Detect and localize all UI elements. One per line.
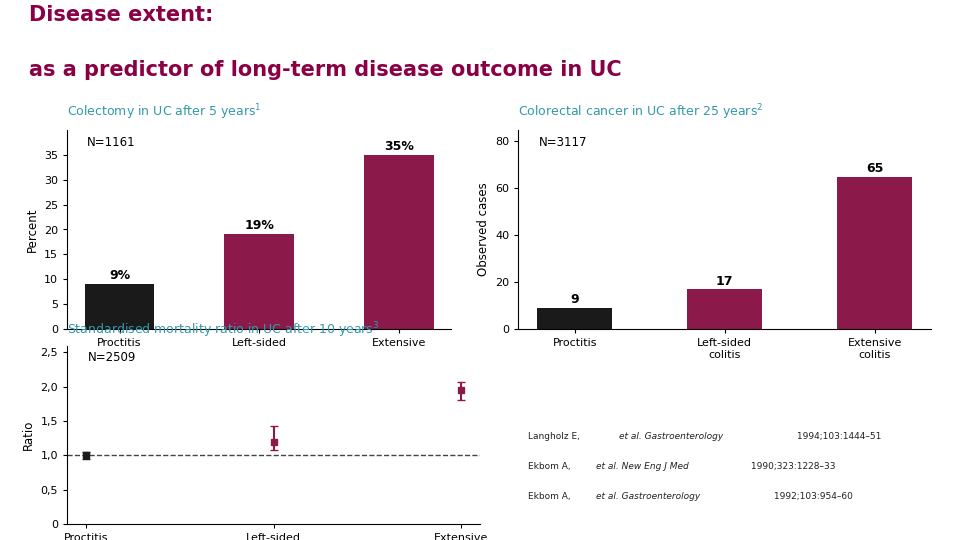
Bar bbox=[84, 285, 155, 329]
Text: 17: 17 bbox=[716, 274, 733, 288]
Text: N=1161: N=1161 bbox=[86, 136, 135, 148]
Y-axis label: Percent: Percent bbox=[26, 207, 38, 252]
Text: Ekbom A,: Ekbom A, bbox=[528, 462, 573, 471]
Text: 9%: 9% bbox=[109, 269, 131, 282]
Text: Colorectal cancer in UC after 25 years$^{2}$: Colorectal cancer in UC after 25 years$^… bbox=[518, 102, 764, 122]
Text: et al. Gastroenterology: et al. Gastroenterology bbox=[596, 492, 701, 502]
Text: 1990;323:1228–33: 1990;323:1228–33 bbox=[749, 462, 836, 471]
Text: as a predictor of long-term disease outcome in UC: as a predictor of long-term disease outc… bbox=[29, 60, 621, 80]
Y-axis label: Ratio: Ratio bbox=[22, 420, 35, 450]
Bar bbox=[687, 289, 762, 329]
Text: N=3117: N=3117 bbox=[540, 136, 588, 148]
Text: 1994;103:1444–51: 1994;103:1444–51 bbox=[794, 432, 881, 441]
Text: 1992;103:954–60: 1992;103:954–60 bbox=[771, 492, 853, 502]
Text: N=2509: N=2509 bbox=[88, 351, 136, 364]
Text: Disease extent:: Disease extent: bbox=[29, 5, 213, 25]
Bar bbox=[538, 308, 612, 329]
Text: 35%: 35% bbox=[384, 139, 414, 153]
Text: 19%: 19% bbox=[244, 219, 275, 233]
Text: 65: 65 bbox=[866, 162, 883, 175]
Bar bbox=[364, 154, 434, 329]
Text: et al. New Eng J Med: et al. New Eng J Med bbox=[596, 462, 689, 471]
Text: Colectomy in UC after 5 years$^{1}$: Colectomy in UC after 5 years$^{1}$ bbox=[67, 102, 262, 122]
Text: et al. Gastroenterology: et al. Gastroenterology bbox=[619, 432, 724, 441]
Text: Langholz E,: Langholz E, bbox=[528, 432, 583, 441]
Text: Ekbom A,: Ekbom A, bbox=[528, 492, 573, 502]
Text: Standardised mortality ratio in UC after 10 years$^{3}$: Standardised mortality ratio in UC after… bbox=[67, 321, 379, 340]
Bar bbox=[225, 234, 294, 329]
Bar bbox=[837, 177, 912, 329]
Y-axis label: Observed cases: Observed cases bbox=[477, 183, 490, 276]
Text: 9: 9 bbox=[570, 293, 579, 306]
